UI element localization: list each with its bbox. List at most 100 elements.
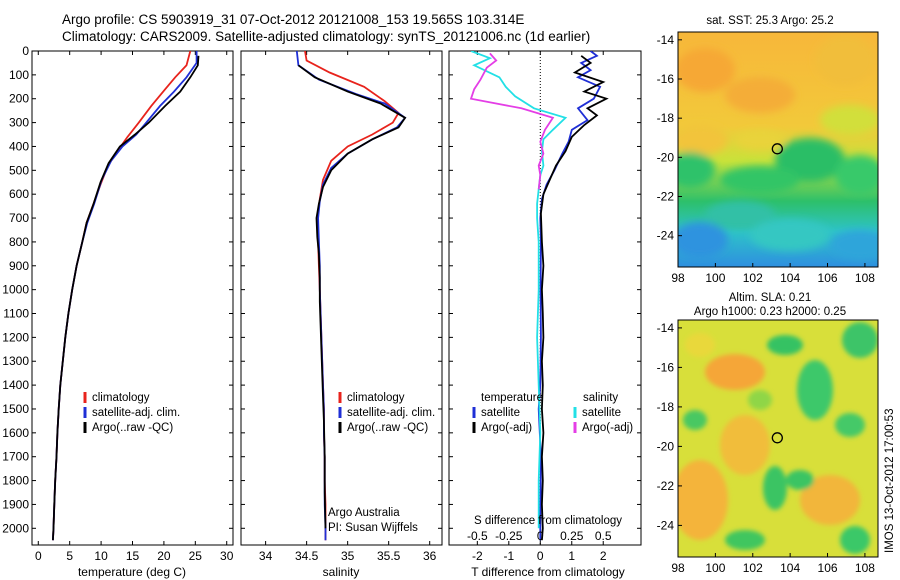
map-ytick-label: -20 (657, 439, 675, 453)
imos-credit: IMOS 13-Oct-2012 17:00:53 (884, 409, 896, 553)
t-difference-xlabel: T difference from climatology (471, 565, 625, 579)
map-xtick-label: 108 (855, 561, 875, 575)
map-xtick-label: 104 (780, 561, 800, 575)
difference-panel: -2 -1 0 1 2 temperature salinity satellite Argo… (448, 50, 642, 579)
map-xtick-label: 104 (780, 271, 800, 285)
ytick-label: 700 (9, 211, 29, 225)
ytick-label: 1700 (2, 450, 29, 464)
figure-title: Argo profile: CS 5903919_31 07-Oct-2012 … (62, 12, 524, 27)
salinity-xlabel: salinity (323, 565, 360, 579)
xtick-label: 10 (94, 549, 108, 563)
argo-location-marker (771, 143, 783, 155)
map-ytick-label: -20 (657, 150, 675, 164)
temperature-xlabel: temperature (deg C) (78, 565, 186, 579)
legend-label: climatology (92, 392, 150, 404)
ytick-label: 1500 (2, 402, 29, 416)
map-ytick-label: -22 (657, 190, 675, 204)
xtick-label: 2 (600, 549, 607, 563)
legend-label: Argo(..raw -QC) (347, 422, 428, 434)
sla-map-ticks: 98 100 102 104 106 108 -14 -16 -18 -20 -22 -24 (657, 321, 876, 575)
legend-label: Argo(..raw -QC) (92, 422, 173, 434)
map-xtick-label: 108 (855, 271, 875, 285)
temperature-legend: climatology satellite-adj. clim. Argo(..ra… (83, 392, 180, 434)
ytick-label: 2000 (2, 521, 29, 535)
ytick-label: 200 (9, 92, 29, 106)
map-ytick-label: -24 (657, 229, 675, 243)
ytick-label: 0 (22, 44, 29, 58)
ytick-label: 1800 (2, 474, 29, 488)
difference-xticks: -2 -1 0 1 2 (472, 51, 607, 563)
salinity-panel: 34 34.5 35 35.5 36 climatology satellite-adj.… (240, 50, 443, 579)
salinity-legend: climatology satellite-adj. clim. Argo(..ra… (338, 392, 435, 434)
s-tick-label: 0.5 (595, 529, 612, 543)
sla-map-title: Altim. SLA: 0.21 (729, 292, 811, 304)
legend-title: salinity (583, 392, 618, 404)
map-xtick-label: 106 (818, 561, 838, 575)
sst-map-frame (677, 31, 879, 268)
sst-map-ticks: 98 100 102 104 106 108 -14 -16 -18 -20 -22 -24 (657, 33, 876, 285)
ytick-label: 1300 (2, 354, 29, 368)
xtick-label: 35 (341, 549, 355, 563)
temperature-axes (31, 50, 234, 546)
legend-label: Argo(-adj) (481, 422, 532, 434)
ytick-label: 800 (9, 235, 29, 249)
temperature-yticks: 0 100 200 300 400 500 600 700 800 900 1000 1100 1200… (2, 44, 233, 535)
ytick-label: 1100 (3, 307, 29, 321)
sla-map-frame (677, 319, 879, 558)
ytick-label: 1900 (2, 497, 29, 511)
ytick-label: 100 (9, 68, 29, 82)
xtick-label: 0 (537, 549, 544, 563)
legend-title: temperature (481, 392, 543, 404)
xtick-label: 30 (220, 549, 234, 563)
xtick-label: -1 (503, 549, 514, 563)
series-line (52, 55, 200, 541)
ytick-label: 1000 (2, 283, 29, 297)
s-difference-ticks: -0.5 -0.25 0 0.25 0.5 (467, 529, 612, 543)
salinity-lines (295, 51, 407, 541)
difference-legend: temperature salinity satellite Argo(-adj) sa… (472, 392, 633, 434)
series-line (470, 51, 568, 529)
difference-axes (448, 50, 642, 546)
temperature-panel: 0100200300400500600700800900100011001200… (2, 44, 233, 579)
ytick-label: 900 (9, 259, 29, 273)
map-xtick-label: 102 (743, 561, 763, 575)
argo-location-marker-sla (771, 432, 783, 444)
map-xtick-label: 100 (705, 561, 725, 575)
map-xtick-label: 100 (705, 271, 725, 285)
ytick-label: 500 (9, 163, 29, 177)
map-xtick-label: 102 (743, 271, 763, 285)
xtick-label: 0 (35, 549, 42, 563)
xtick-label: 25 (189, 549, 203, 563)
sla-map-panel: Altim. SLA: 0.21 Argo h1000: 0.23 h2000:… (657, 292, 879, 575)
ytick-label: 1200 (2, 330, 29, 344)
salinity-yticks (241, 50, 442, 529)
sla-map-subtitle: Argo h1000: 0.23 h2000: 0.25 (694, 306, 846, 318)
series-line (297, 64, 407, 529)
xtick-label: 5 (66, 549, 73, 563)
pi-label: PI: Susan Wijffels (328, 522, 418, 534)
legend-label: satellite (582, 407, 621, 419)
xtick-label: 1 (568, 549, 575, 563)
temperature-xticks: 0 5 10 15 20 25 30 (35, 51, 234, 563)
sst-map-panel: sat. SST: 25.3 Argo: 25.2 98 (657, 15, 879, 285)
xtick-label: 36 (423, 549, 437, 563)
sst-field (678, 32, 878, 267)
s-tick-label: -0.5 (467, 529, 488, 543)
xtick-label: 20 (157, 549, 171, 563)
sla-field (678, 320, 878, 557)
xtick-label: 34 (259, 549, 273, 563)
ytick-label: 600 (9, 187, 29, 201)
map-xtick-label: 106 (818, 271, 838, 285)
series-line (539, 55, 609, 541)
sst-map-title: sat. SST: 25.3 Argo: 25.2 (706, 15, 833, 27)
ytick-label: 400 (9, 139, 29, 153)
map-xtick-label: 98 (671, 271, 685, 285)
institution-label: Argo Australia (328, 507, 400, 519)
ytick-label: 300 (9, 116, 29, 130)
series-line (469, 52, 555, 190)
map-ytick-label: -18 (657, 400, 675, 414)
xtick-label: 34.5 (295, 549, 319, 563)
legend-label: satellite-adj. clim. (347, 407, 435, 419)
figure-subtitle: Climatology: CARS2009. Satellite-adjuste… (62, 29, 590, 44)
